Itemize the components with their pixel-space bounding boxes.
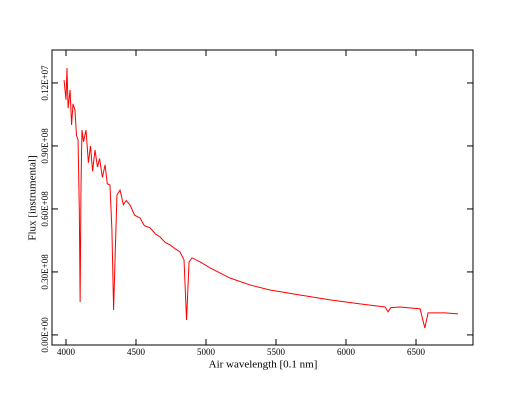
x-tick-label: 4000 [57,347,76,357]
y-tick-label: 0.60E+08 [40,191,50,227]
y-tick-label: 0.90E+08 [40,128,50,164]
x-tick-label: 6000 [337,347,356,357]
y-axis-label: Flux [instrumental] [27,155,39,240]
y-tick-label: 0.00E+00 [40,317,50,353]
spectrum-line [63,68,459,329]
plot-frame [51,49,474,346]
x-tick-label: 5500 [267,347,286,357]
y-tick-label: 0.30E+08 [40,254,50,290]
x-axis-label: Air wavelength [0.1 nm] [209,359,318,371]
x-tick-label: 4500 [127,347,146,357]
x-tick-label: 6500 [407,347,426,357]
y-tick-label: 0.12E+07 [40,65,50,101]
x-tick-label: 5000 [197,347,216,357]
